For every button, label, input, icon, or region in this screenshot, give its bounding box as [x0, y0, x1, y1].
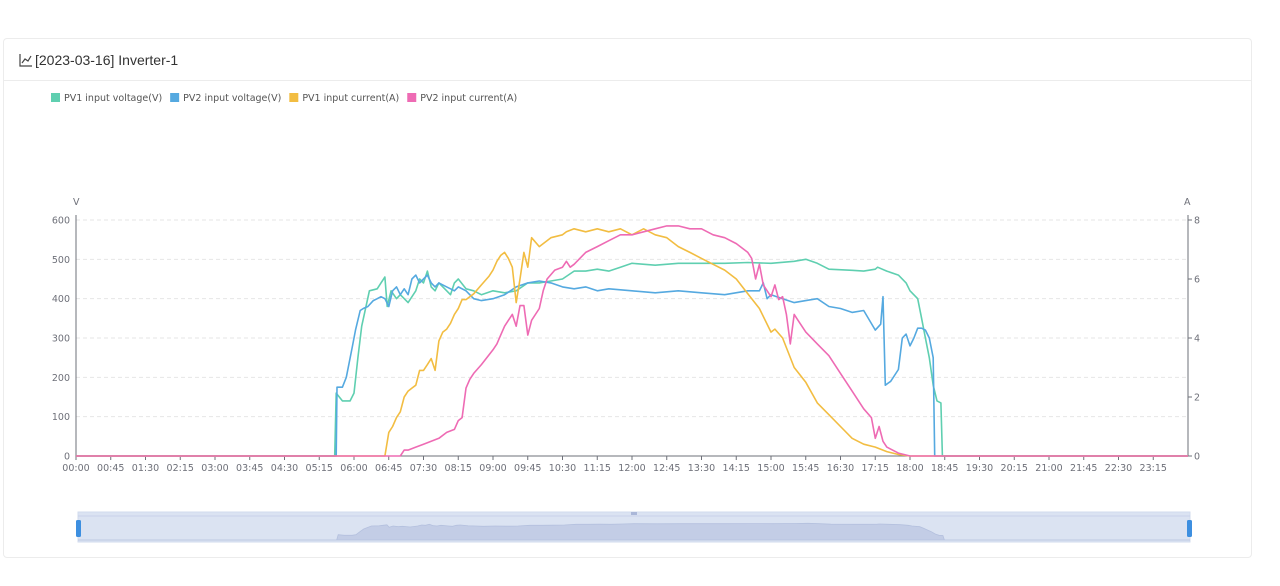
x-tick-label: 00:45 — [97, 463, 124, 474]
x-tick-label: 19:30 — [966, 463, 993, 474]
panel-header: [2023-03-16] Inverter-1 — [4, 39, 1251, 81]
x-tick-label: 08:15 — [445, 463, 472, 474]
x-tick-label: 03:45 — [236, 463, 263, 474]
x-tick-label: 21:00 — [1035, 463, 1062, 474]
legend-label-3: PV1 input current(A) — [302, 93, 399, 104]
x-tick-label: 15:00 — [757, 463, 784, 474]
series-line-4 — [76, 225, 1188, 457]
x-tick-label: 15:45 — [792, 463, 819, 474]
x-tick-label: 00:00 — [62, 463, 89, 474]
x-tick-label: 18:45 — [931, 463, 958, 474]
x-tick-label: 09:00 — [479, 463, 506, 474]
x-tick-label: 20:15 — [1001, 463, 1028, 474]
x-tick-label: 01:30 — [132, 463, 159, 474]
x-tick-label: 03:00 — [201, 463, 228, 474]
legend-swatch-1 — [51, 93, 60, 102]
left-tick-label: 200 — [52, 373, 70, 384]
line-chart-icon — [19, 53, 33, 67]
x-tick-label: 07:30 — [410, 463, 437, 474]
zoom-overview-area — [78, 522, 1190, 541]
series-line-1 — [76, 258, 1188, 457]
x-tick-label: 12:45 — [653, 463, 680, 474]
legend-swatch-3 — [289, 93, 299, 102]
x-tick-label: 02:15 — [167, 463, 194, 474]
legend-swatch-4 — [407, 93, 417, 102]
right-tick-label: 6 — [1194, 275, 1200, 286]
zoom-handle-left[interactable] — [76, 520, 81, 537]
legend-swatch-2 — [170, 93, 180, 102]
x-tick-label: 18:00 — [896, 463, 923, 474]
series-line-3 — [76, 228, 1188, 457]
x-tick-label: 22:30 — [1105, 463, 1132, 474]
legend-label-2: PV2 input voltage(V) — [183, 93, 281, 104]
x-tick-label: 06:45 — [375, 463, 402, 474]
x-tick-label: 16:30 — [827, 463, 854, 474]
left-tick-label: 400 — [52, 294, 70, 305]
right-tick-label: 2 — [1194, 393, 1200, 404]
x-tick-label: 11:15 — [584, 463, 611, 474]
x-tick-label: 10:30 — [549, 463, 576, 474]
right-tick-label: 0 — [1194, 452, 1200, 463]
left-tick-label: 500 — [52, 255, 70, 266]
x-tick-label: 14:15 — [723, 463, 750, 474]
x-tick-label: 04:30 — [271, 463, 298, 474]
left-tick-label: 300 — [52, 334, 70, 345]
left-tick-label: 600 — [52, 216, 70, 227]
x-tick-label: 21:45 — [1070, 463, 1097, 474]
legend-label-4: PV2 input current(A) — [420, 93, 517, 104]
panel-title: [2023-03-16] Inverter-1 — [35, 51, 179, 68]
legend-label-1: PV1 input voltage(V) — [64, 93, 162, 104]
x-tick-label: 23:15 — [1140, 463, 1167, 474]
x-tick-label: 13:30 — [688, 463, 715, 474]
right-axis-name: A — [1184, 197, 1191, 208]
left-tick-label: 100 — [52, 412, 70, 423]
x-tick-label: 12:00 — [618, 463, 645, 474]
chart-panel: [2023-03-16] Inverter-1 — [3, 38, 1252, 558]
zoom-handle-right[interactable] — [1187, 520, 1192, 537]
left-tick-label: 0 — [64, 452, 70, 463]
x-tick-label: 17:15 — [862, 463, 889, 474]
series-line-2 — [76, 274, 1188, 457]
left-axis-name: V — [73, 197, 80, 208]
x-tick-label: 06:00 — [340, 463, 367, 474]
x-tick-label: 05:15 — [306, 463, 333, 474]
right-tick-label: 8 — [1194, 216, 1200, 227]
right-tick-label: 4 — [1194, 334, 1200, 345]
zoom-move-handle[interactable] — [631, 512, 637, 515]
x-tick-label: 09:45 — [514, 463, 541, 474]
